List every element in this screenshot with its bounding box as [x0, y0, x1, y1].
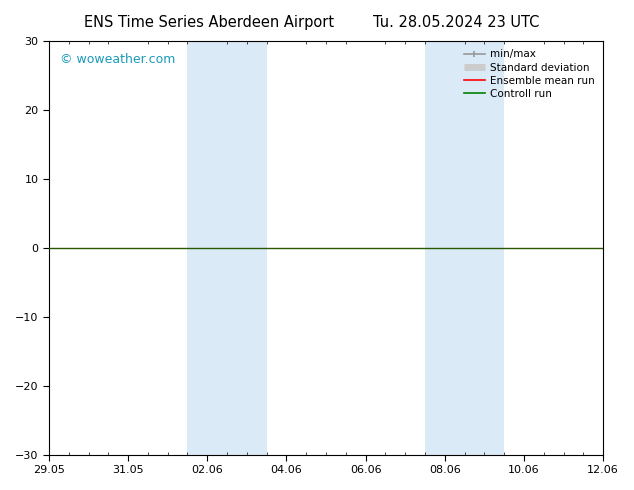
Bar [227, 41, 267, 455]
Bar [465, 41, 504, 455]
Bar [188, 41, 227, 455]
Legend: min/max, Standard deviation, Ensemble mean run, Controll run: min/max, Standard deviation, Ensemble me… [461, 46, 598, 102]
Text: Tu. 28.05.2024 23 UTC: Tu. 28.05.2024 23 UTC [373, 15, 540, 30]
Bar [425, 41, 465, 455]
Text: © woweather.com: © woweather.com [60, 53, 176, 67]
Text: ENS Time Series Aberdeen Airport: ENS Time Series Aberdeen Airport [84, 15, 334, 30]
